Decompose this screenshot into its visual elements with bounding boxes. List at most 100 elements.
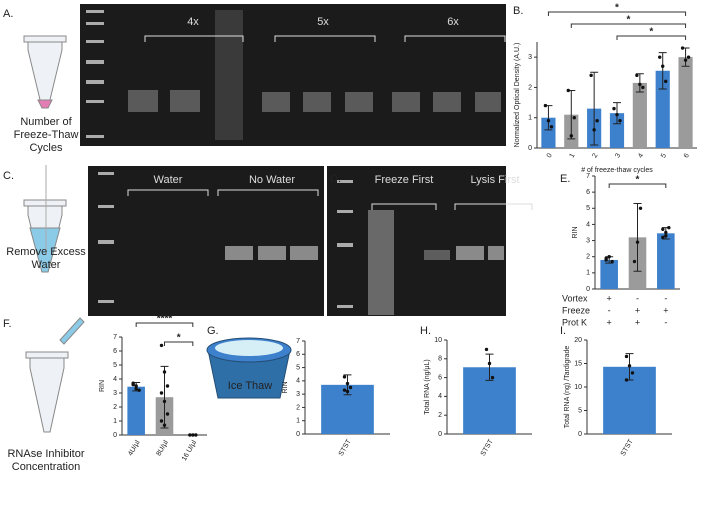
data-point (188, 433, 192, 437)
data-point (131, 382, 135, 387)
tube-illustrations (23, 35, 85, 433)
table-cell: + (607, 317, 612, 327)
gel-label: Lysis First (470, 174, 520, 186)
data-point (134, 384, 138, 388)
data-point (165, 412, 170, 416)
x-tick-label: 8U/µl (156, 439, 171, 457)
data-point (661, 227, 665, 231)
y-tick-label: 5 (586, 205, 590, 212)
data-point (624, 378, 629, 382)
y-tick-label: 2 (296, 404, 300, 411)
y-tick-label: 10 (574, 384, 582, 391)
y-tick-label: 7 (113, 334, 117, 341)
significance-bracket (547, 11, 687, 16)
significance-label: * (177, 333, 181, 344)
y-tick-label: 1 (586, 270, 590, 277)
data-point (683, 58, 688, 62)
data-point (680, 46, 685, 50)
y-axis-label: Normalized Optical Density (A.U.) (514, 43, 521, 148)
gel-label: Water (153, 174, 183, 186)
ice-bowl (206, 337, 292, 399)
data-point (569, 134, 573, 138)
data-point (610, 259, 614, 264)
table-cell: + (635, 305, 640, 315)
panel-label: G. (207, 325, 219, 337)
data-point (162, 423, 167, 427)
data-point (686, 55, 691, 59)
significance-label: * (626, 15, 630, 26)
y-tick-label: 4 (586, 221, 590, 228)
data-point (345, 389, 350, 394)
data-point (134, 387, 138, 391)
data-point (165, 384, 170, 388)
gel-brackets (127, 35, 533, 210)
data-point (345, 381, 350, 386)
x-tick-label: 16 U/µl (181, 439, 198, 462)
data-point (572, 116, 576, 120)
error-bar (485, 353, 494, 381)
panel-label: A. (3, 8, 14, 20)
data-point (635, 240, 640, 244)
x-tick-label: 2 (591, 152, 599, 159)
data-point (162, 370, 167, 374)
y-tick-label: 3 (296, 391, 300, 398)
caption: Remove Excess Water (6, 246, 86, 271)
data-point (641, 85, 645, 90)
gel-label: 6x (447, 16, 459, 28)
caption: Ice Thaw (227, 380, 273, 392)
y-tick-label: 6 (113, 348, 117, 355)
panel-label: F. (3, 318, 12, 330)
data-point (589, 73, 593, 78)
data-point (342, 388, 347, 392)
panel-label: B. (513, 5, 524, 17)
y-tick-label: 1 (296, 418, 300, 425)
data-point (546, 119, 551, 123)
data-point (342, 375, 347, 379)
panel-label: C. (3, 170, 14, 182)
y-tick-label: 2 (528, 84, 532, 91)
data-point (487, 361, 492, 366)
data-point (162, 399, 167, 404)
table-row-label: Prot K (562, 317, 587, 327)
data-point (638, 82, 642, 87)
table-row-label: Vortex (562, 293, 588, 303)
data-point (159, 419, 164, 423)
significance-label: * (636, 175, 640, 186)
significance-label: * (649, 27, 653, 38)
y-tick-label: 2 (586, 254, 590, 261)
data-point (664, 234, 668, 238)
y-tick-label: 8 (438, 356, 442, 363)
y-tick-label: 7 (586, 173, 590, 180)
y-tick-label: 2 (113, 404, 117, 411)
data-point (627, 364, 632, 368)
data-point (615, 112, 619, 117)
y-tick-label: 1 (113, 418, 117, 425)
bar (655, 70, 670, 148)
data-point (566, 88, 570, 93)
caption: Number of Freeze-Thaw Cycles (13, 116, 79, 154)
y-tick-label: 20 (574, 337, 582, 344)
data-point (549, 125, 554, 129)
y-tick-label: 1 (528, 115, 532, 122)
significance-label: * (615, 3, 619, 14)
data-point (137, 388, 141, 392)
y-tick-label: 0 (113, 432, 117, 439)
panel-label: H. (420, 325, 431, 337)
data-point (484, 347, 489, 352)
y-tick-label: 6 (296, 351, 300, 358)
data-point (661, 64, 665, 68)
data-point (604, 256, 608, 261)
y-axis-label: RIN (99, 380, 106, 392)
y-tick-label: 0 (528, 145, 532, 152)
y-tick-label: 0 (586, 286, 590, 293)
gel-label: Freeze First (374, 174, 434, 186)
bar (632, 82, 647, 148)
data-point (612, 106, 616, 111)
data-point (664, 79, 668, 84)
x-tick-label: STST (480, 438, 495, 458)
y-tick-label: 5 (113, 362, 117, 369)
gel-label: 5x (317, 16, 329, 28)
table-cell: - (664, 293, 667, 303)
y-axis-label: Total RNA (ng) /Tardigrade (564, 346, 571, 429)
